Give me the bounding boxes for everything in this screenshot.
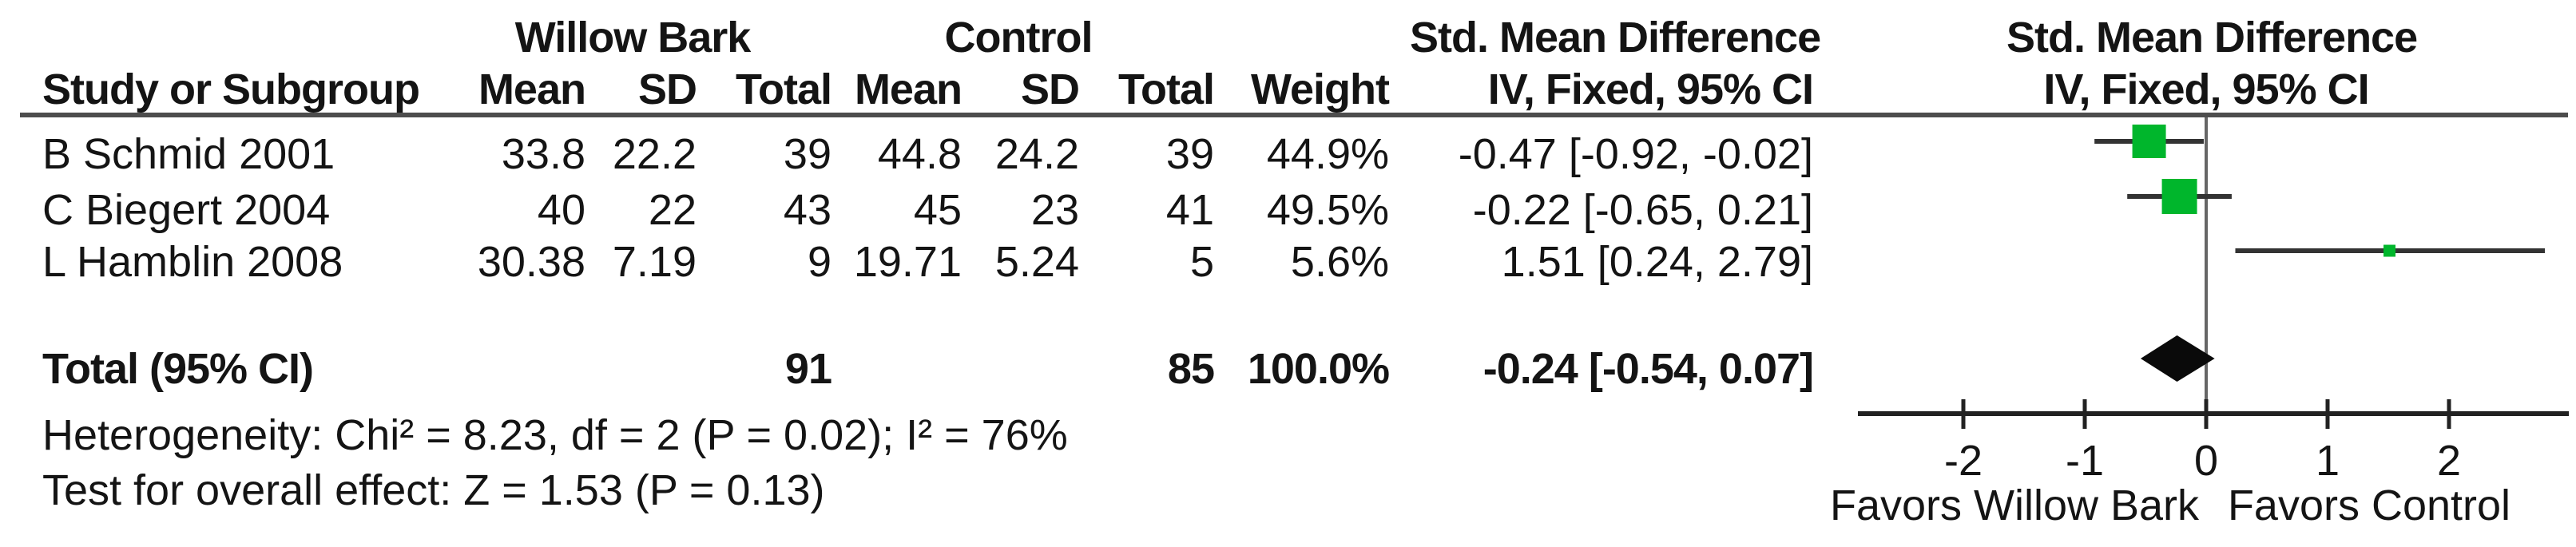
x-axis-tick [2447,399,2451,429]
x-axis-tick [1961,399,1966,429]
smd-text-column-header: Std. Mean Difference [1410,14,1821,61]
control-total-value: 41 [1165,186,1214,234]
x-axis-tick [2325,399,2330,429]
control-total-value: 5 [1189,238,1214,286]
total-weight: 100.0% [1247,345,1390,393]
method-plot-column-header: IV, Fixed, 95% CI [2043,65,2369,113]
study-point-marker [2132,125,2166,158]
control-total-value: 39 [1165,130,1214,178]
wb-total-header: Total [736,65,832,113]
overall-effect-note: Test for overall effect: Z = 1.53 (P = 0… [42,466,825,514]
total-wb-n: 91 [784,345,832,393]
wb-total-value: 9 [807,238,832,286]
total-diamond [2140,335,2215,382]
favors-left-label: Favors Willow Bark [1829,482,2200,529]
control-mean-value: 44.8 [877,130,962,178]
total-control-n: 85 [1167,345,1215,393]
x-tick-label: 1 [2315,437,2340,485]
smd-ci-value: -0.47 [-0.92, -0.02] [1458,130,1813,178]
control-sd-value: 5.24 [994,238,1079,286]
wb-total-value: 39 [783,130,832,178]
x-axis-line [1858,411,2569,416]
weight-value: 49.5% [1266,186,1389,234]
control-mean-value: 45 [913,186,962,234]
control-mean-value: 19.71 [853,238,962,286]
study-label: L Hamblin 2008 [42,238,343,286]
study-point-marker [2383,244,2396,257]
group-header-willow-bark: Willow Bark [514,14,752,61]
favors-right-label: Favors Control [2227,482,2511,529]
wb-sd-value: 22 [648,186,697,234]
wb-mean-value: 40 [537,186,585,234]
study-label: C Biegert 2004 [42,186,331,234]
study-column-header: Study or Subgroup [42,65,420,113]
ci-line [2235,248,2546,253]
study-label: B Schmid 2001 [42,130,335,178]
study-point-marker [2161,179,2197,214]
smd-plot-column-header: Std. Mean Difference [2006,14,2418,61]
wb-mean-value: 33.8 [501,130,585,178]
wb-total-value: 43 [783,186,832,234]
group-header-control: Control [944,14,1094,61]
x-tick-label: 0 [2193,437,2219,485]
control-mean-header: Mean [854,65,963,113]
wb-mean-value: 30.38 [477,238,585,286]
control-total-header: Total [1118,65,1215,113]
weight-value: 44.9% [1266,130,1389,178]
x-axis-tick [2082,399,2087,429]
smd-ci-value: 1.51 [0.24, 2.79] [1501,238,1813,286]
heterogeneity-note: Heterogeneity: Chi² = 8.23, df = 2 (P = … [42,411,1068,459]
control-sd-value: 24.2 [994,130,1079,178]
weight-value: 5.6% [1290,238,1389,286]
ci-line [2127,194,2232,199]
wb-sd-value: 22.2 [612,130,697,178]
x-tick-label: 2 [2436,437,2462,485]
x-axis-tick [2204,399,2209,429]
zero-effect-line [2205,117,2208,416]
wb-sd-header: SD [637,65,697,113]
total-smd-ci: -0.24 [-0.54, 0.07] [1482,345,1814,393]
method-text-column-header: IV, Fixed, 95% CI [1487,65,1814,113]
smd-ci-value: -0.22 [-0.65, 0.21] [1472,186,1813,234]
control-sd-header: SD [1020,65,1080,113]
control-sd-value: 23 [1030,186,1079,234]
wb-mean-header: Mean [478,65,586,113]
total-label: Total (95% CI) [42,345,314,393]
weight-header: Weight [1251,65,1390,113]
x-tick-label: -2 [1943,437,1983,485]
x-tick-label: -1 [2065,437,2104,485]
ci-line [2094,139,2204,144]
wb-sd-value: 7.19 [612,238,697,286]
